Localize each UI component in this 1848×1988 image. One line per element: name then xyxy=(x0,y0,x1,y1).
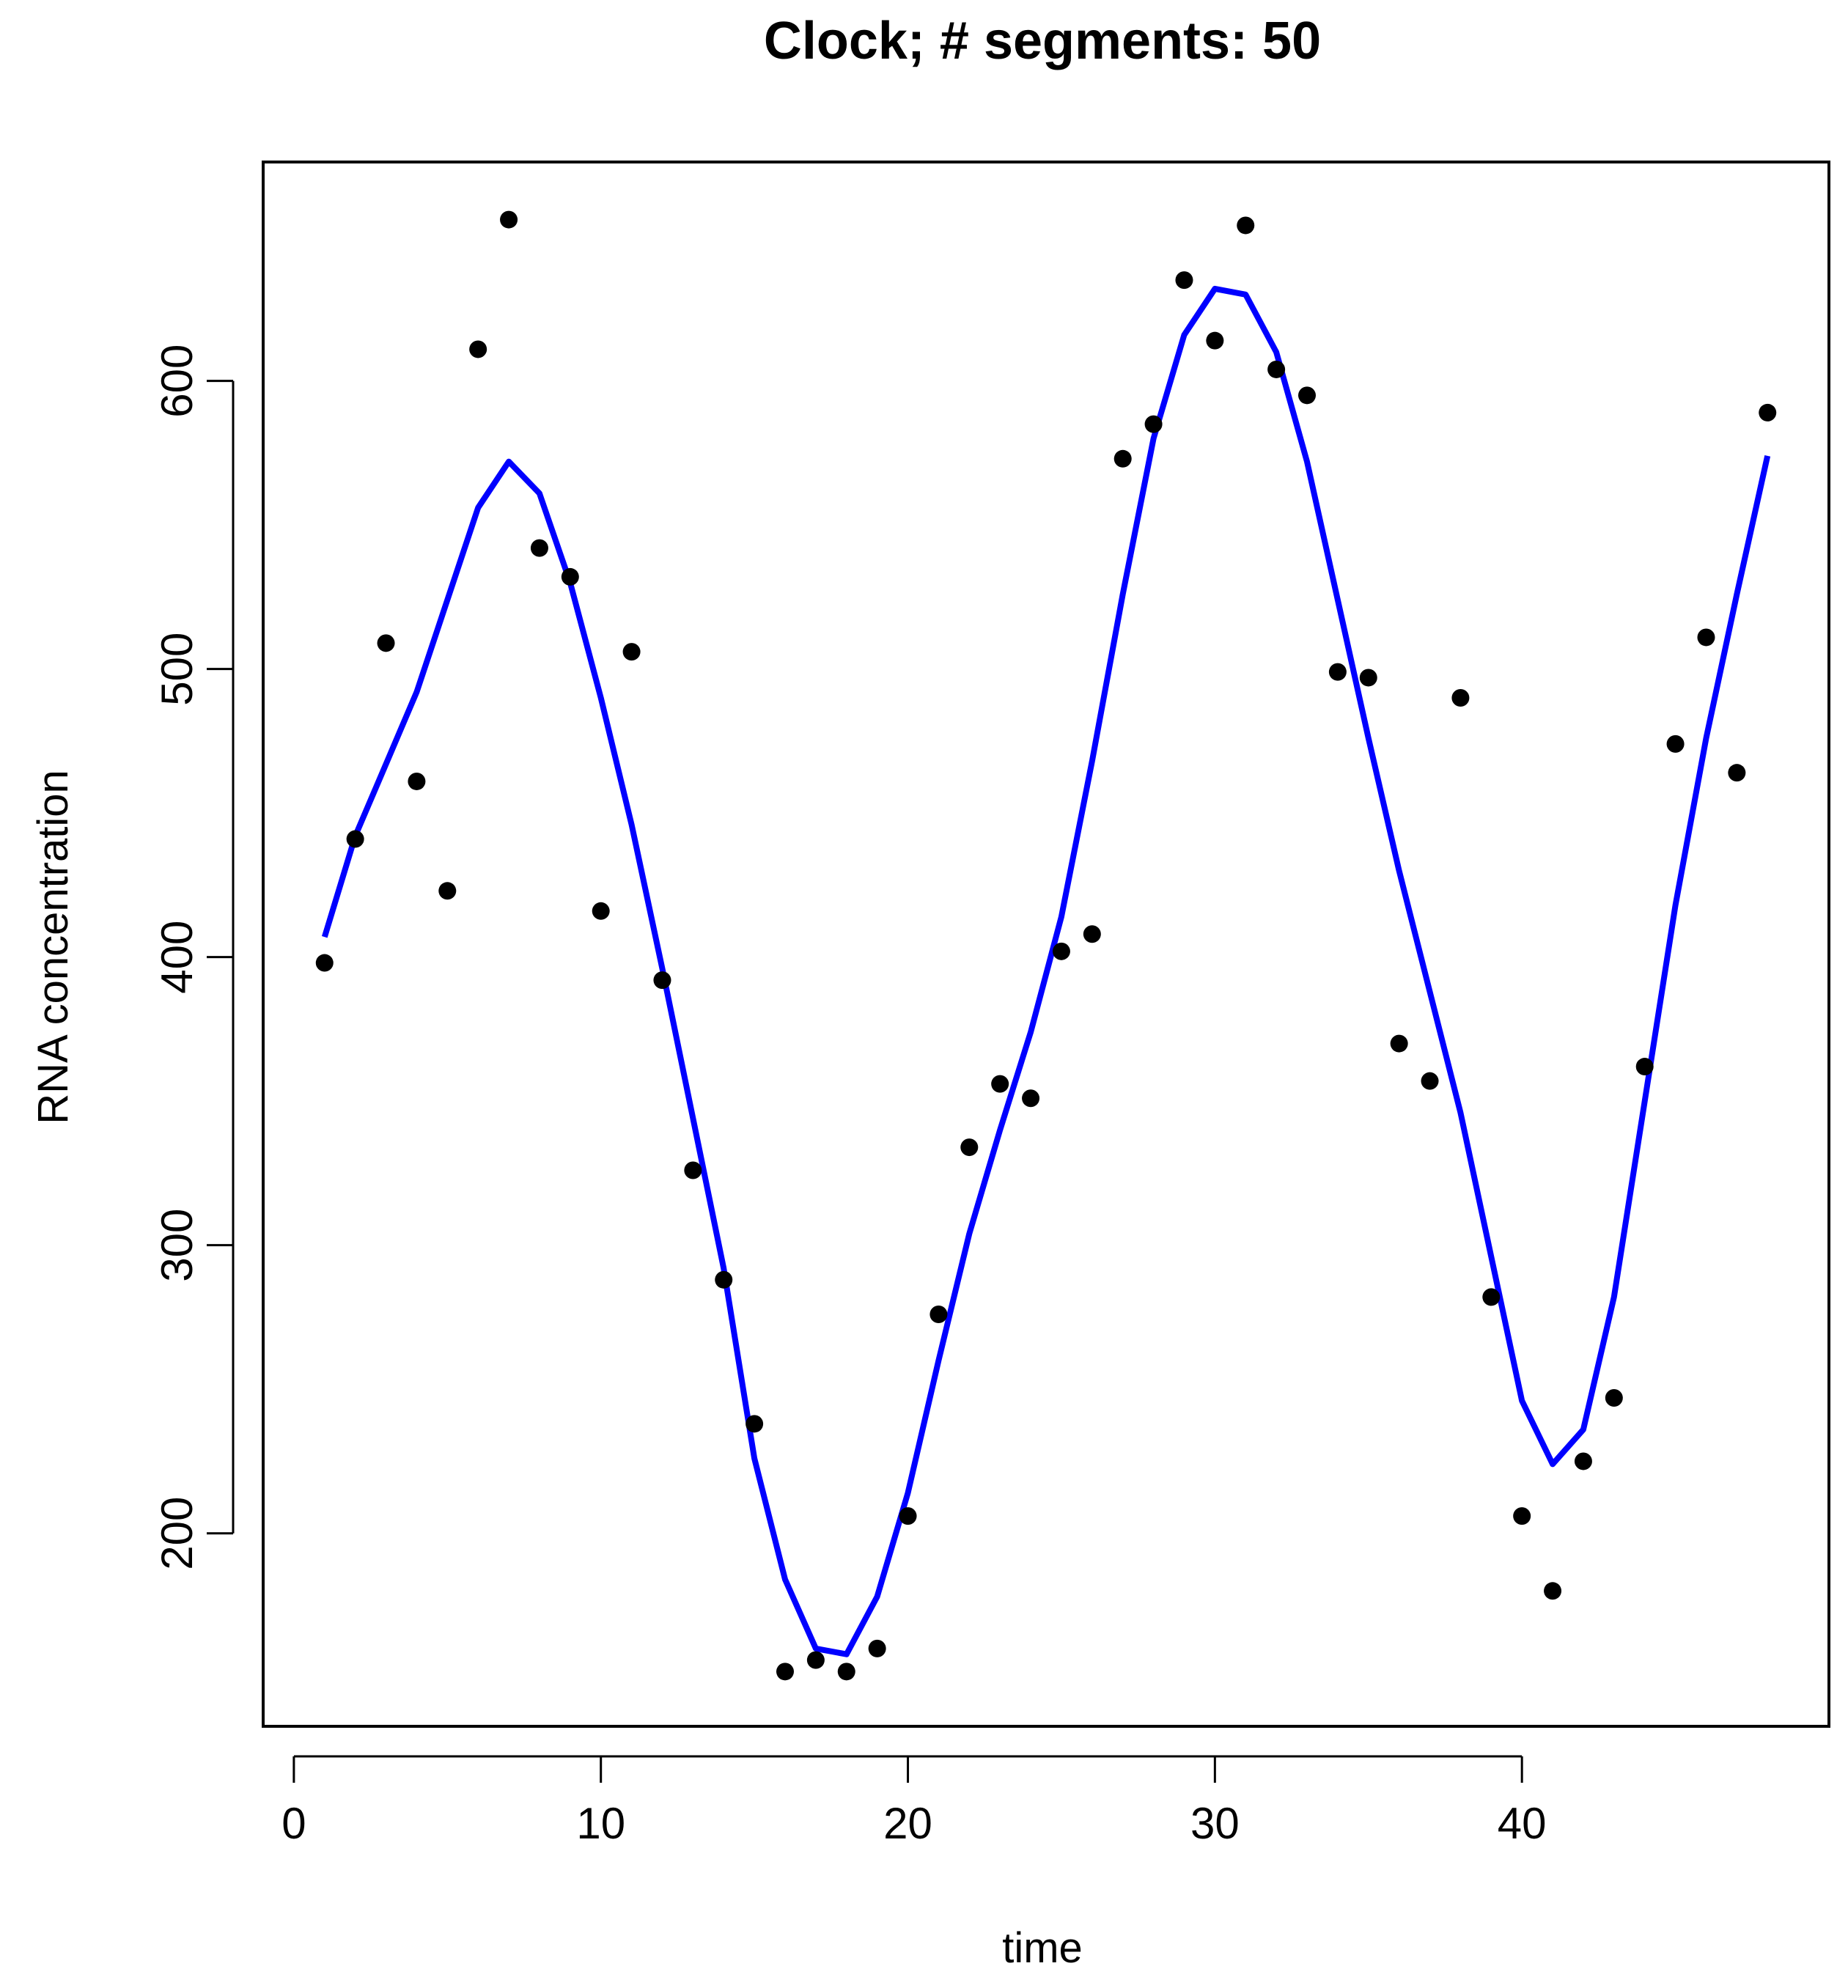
x-tick-label: 10 xyxy=(576,1799,625,1848)
data-point xyxy=(438,882,457,900)
data-point xyxy=(1421,1072,1439,1090)
y-tick-label: 400 xyxy=(152,921,202,994)
data-point xyxy=(1759,403,1777,421)
data-points xyxy=(315,210,1777,1681)
data-point xyxy=(776,1663,794,1681)
data-point xyxy=(408,772,426,790)
chart-title: Clock; # segments: 50 xyxy=(764,12,1321,70)
data-point xyxy=(1574,1452,1592,1470)
y-axis-label: RNA concentration xyxy=(29,770,77,1124)
data-point xyxy=(592,902,610,920)
data-point xyxy=(684,1161,702,1179)
data-point xyxy=(1544,1582,1562,1600)
data-point xyxy=(315,954,334,972)
data-point xyxy=(1666,735,1685,753)
data-point xyxy=(806,1651,825,1669)
data-point xyxy=(1728,764,1746,782)
data-point xyxy=(1113,449,1132,468)
data-point xyxy=(1328,663,1347,681)
data-point xyxy=(469,340,487,358)
data-point xyxy=(377,634,395,652)
data-point xyxy=(1451,688,1470,707)
data-point xyxy=(500,210,518,229)
data-point xyxy=(1482,1288,1501,1306)
data-point xyxy=(1052,942,1070,960)
data-point xyxy=(1513,1507,1531,1525)
data-point xyxy=(868,1639,886,1657)
data-point xyxy=(1083,925,1101,943)
data-point xyxy=(1390,1034,1408,1053)
y-tick-label: 200 xyxy=(152,1497,202,1570)
data-point xyxy=(1605,1388,1623,1407)
y-tick-label: 300 xyxy=(152,1209,202,1282)
data-point xyxy=(746,1415,764,1433)
y-tick-label: 600 xyxy=(152,345,202,418)
x-axis: 0 10 20 30 40 xyxy=(281,1755,1547,1848)
x-tick-label: 0 xyxy=(281,1799,306,1848)
data-point xyxy=(991,1075,1009,1093)
data-point xyxy=(1635,1058,1654,1076)
x-tick-label: 20 xyxy=(883,1799,932,1848)
data-point xyxy=(960,1138,979,1157)
data-point xyxy=(1022,1089,1040,1108)
data-point xyxy=(1697,628,1715,647)
data-point xyxy=(653,971,671,990)
data-point xyxy=(561,567,579,586)
x-axis-label: time xyxy=(1002,1924,1083,1972)
data-point xyxy=(1237,216,1255,235)
y-axis: 200 300 400 500 600 xyxy=(152,345,235,1570)
data-point xyxy=(929,1306,948,1324)
data-point xyxy=(1267,360,1286,378)
y-tick-label: 500 xyxy=(152,633,202,706)
x-tick-label: 30 xyxy=(1190,1799,1240,1848)
data-point xyxy=(1359,669,1377,687)
data-point xyxy=(837,1663,855,1681)
plot-frame xyxy=(262,161,1830,1728)
data-point xyxy=(1144,415,1163,433)
data-point xyxy=(1298,386,1316,405)
x-tick-label: 40 xyxy=(1498,1799,1547,1848)
data-point xyxy=(715,1270,733,1289)
data-point xyxy=(530,539,548,557)
fitted-curve xyxy=(321,285,1771,1657)
fitted-curve-line xyxy=(321,285,1771,1657)
data-point xyxy=(1175,271,1193,290)
data-point xyxy=(622,643,641,661)
data-point xyxy=(346,830,364,848)
data-point xyxy=(1206,331,1224,350)
data-point xyxy=(899,1507,917,1525)
